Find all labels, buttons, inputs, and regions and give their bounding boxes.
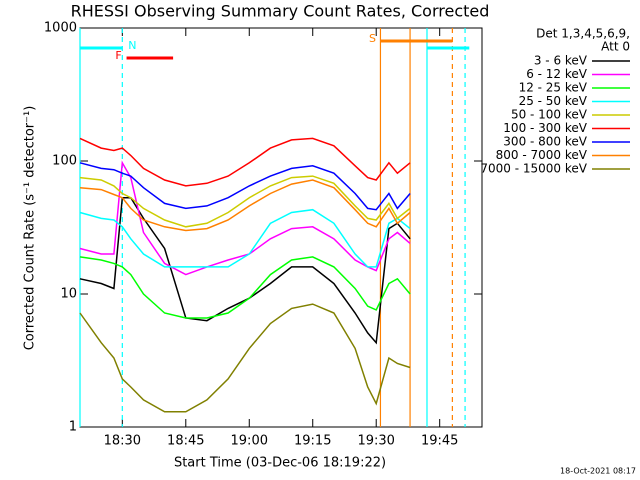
legend-label: 7000 - 15000 keV xyxy=(480,162,587,176)
legend-label: 25 - 50 keV xyxy=(519,94,588,108)
y-axis-label: Corrected Count Rate (s⁻¹ detector⁻¹) xyxy=(23,106,38,351)
series-line xyxy=(80,257,469,318)
series-line xyxy=(80,304,469,412)
series-line xyxy=(80,138,469,186)
y-tick-label: 1000 xyxy=(44,21,77,36)
series-line xyxy=(80,163,469,210)
x-tick-label: 18:45 xyxy=(167,434,204,449)
x-axis-label: Start Time (03-Dec-06 18:19:22) xyxy=(174,456,386,471)
legend-label: 6 - 12 keV xyxy=(526,67,588,81)
x-tick-label: 19:45 xyxy=(421,434,458,449)
chart-title: RHESSI Observing Summary Count Rates, Co… xyxy=(71,2,490,21)
legend-label: 300 - 800 keV xyxy=(503,135,587,149)
plot-frame xyxy=(79,27,483,428)
legend-label: 3 - 6 keV xyxy=(534,54,588,68)
x-tick-label: 19:30 xyxy=(357,434,394,449)
y-tick-label: 100 xyxy=(52,154,77,169)
series-line xyxy=(80,163,469,275)
legend-label: 800 - 7000 keV xyxy=(496,148,588,162)
y-tick-label: 10 xyxy=(60,287,77,302)
legend-label: 100 - 300 keV xyxy=(503,121,587,135)
timestamp: 18-Oct-2021 08:17 xyxy=(560,467,636,476)
legend-label: 12 - 25 keV xyxy=(519,81,588,95)
series-line xyxy=(80,210,469,267)
y-tick-label: 1 xyxy=(69,420,77,435)
legend-title: Det 1,3,4,5,6,9, xyxy=(536,27,630,41)
legend-label: 50 - 100 keV xyxy=(511,108,588,122)
flag-label: S xyxy=(369,32,376,45)
flag-label: N xyxy=(128,39,136,52)
flag-label: F xyxy=(115,49,121,62)
series-line xyxy=(80,180,469,231)
x-tick-label: 19:00 xyxy=(231,434,268,449)
legend-title: Att 0 xyxy=(601,40,630,54)
x-tick-label: 18:30 xyxy=(104,434,141,449)
x-tick-label: 19:15 xyxy=(294,434,331,449)
